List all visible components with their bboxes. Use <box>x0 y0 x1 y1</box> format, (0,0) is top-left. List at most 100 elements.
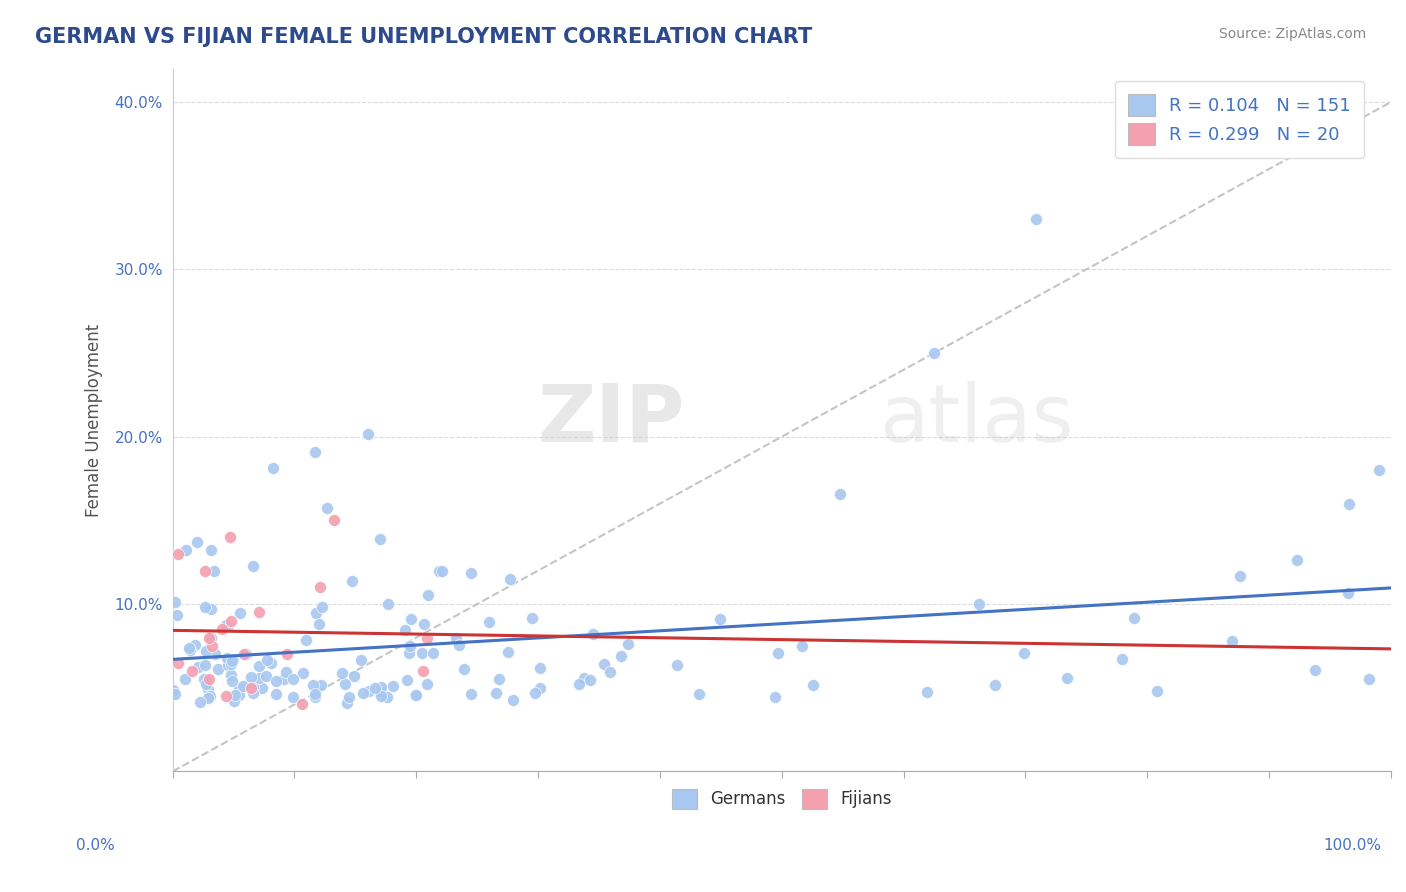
Point <box>174 543 197 558</box>
Point <box>763 690 786 704</box>
Point <box>1025 212 1047 227</box>
Point <box>167 656 190 670</box>
Point <box>266 687 288 701</box>
Point <box>200 632 222 646</box>
Point <box>370 680 392 694</box>
Point <box>405 688 427 702</box>
Point <box>295 633 318 648</box>
Point <box>179 643 201 657</box>
Point <box>337 690 360 704</box>
Point <box>568 677 591 691</box>
Point <box>195 676 218 690</box>
Point <box>1286 553 1309 567</box>
Point <box>254 669 277 683</box>
Point <box>582 627 605 641</box>
Point <box>194 657 217 672</box>
Point <box>165 595 187 609</box>
Point <box>370 684 392 698</box>
Point <box>305 606 328 620</box>
Point <box>228 688 250 702</box>
Point <box>496 645 519 659</box>
Point <box>207 662 229 676</box>
Point <box>197 691 219 706</box>
Point <box>186 535 208 549</box>
Point <box>529 661 551 675</box>
Point <box>416 588 439 602</box>
Point <box>922 346 945 360</box>
Point <box>187 660 209 674</box>
Point <box>304 687 326 701</box>
Point <box>984 678 1007 692</box>
Point <box>444 631 467 645</box>
Point <box>188 695 211 709</box>
Point <box>967 597 990 611</box>
Point <box>1111 651 1133 665</box>
Point <box>404 688 426 702</box>
Point <box>200 602 222 616</box>
Point <box>375 690 398 704</box>
Point <box>239 670 262 684</box>
Point <box>357 684 380 698</box>
Point <box>202 564 225 578</box>
Point <box>165 687 187 701</box>
Point <box>235 647 257 661</box>
Point <box>460 687 482 701</box>
Point <box>1122 611 1144 625</box>
Point <box>478 615 501 629</box>
Point <box>401 612 423 626</box>
Point <box>184 638 207 652</box>
Point <box>309 580 332 594</box>
Point <box>502 693 524 707</box>
Point <box>177 640 200 655</box>
Point <box>214 689 236 703</box>
Point <box>239 681 262 695</box>
Point <box>432 565 454 579</box>
Point <box>688 688 710 702</box>
Point <box>166 607 188 622</box>
Point <box>398 640 420 654</box>
Point <box>412 664 434 678</box>
Point <box>1337 586 1360 600</box>
Point <box>368 532 391 546</box>
Point <box>309 677 332 691</box>
Point <box>1337 497 1360 511</box>
Point <box>1056 671 1078 685</box>
Point <box>247 606 270 620</box>
Point <box>412 616 434 631</box>
Point <box>460 566 482 580</box>
Point <box>221 654 243 668</box>
Text: 100.0%: 100.0% <box>1323 838 1382 853</box>
Point <box>198 689 221 703</box>
Point <box>242 686 264 700</box>
Point <box>291 698 314 712</box>
Point <box>330 665 353 680</box>
Point <box>453 662 475 676</box>
Point <box>194 564 217 578</box>
Point <box>197 682 219 697</box>
Text: GERMAN VS FIJIAN FEMALE UNEMPLOYMENT CORRELATION CHART: GERMAN VS FIJIAN FEMALE UNEMPLOYMENT COR… <box>35 27 813 46</box>
Point <box>167 547 190 561</box>
Point <box>222 653 245 667</box>
Text: 0.0%: 0.0% <box>76 838 115 853</box>
Point <box>181 664 204 678</box>
Point <box>162 683 184 698</box>
Point <box>416 677 439 691</box>
Point <box>766 646 789 660</box>
Point <box>219 668 242 682</box>
Point <box>422 647 444 661</box>
Y-axis label: Female Unemployment: Female Unemployment <box>86 323 103 516</box>
Point <box>350 653 373 667</box>
Point <box>229 606 252 620</box>
Point <box>915 685 938 699</box>
Point <box>174 672 197 686</box>
Point <box>214 618 236 632</box>
Point <box>364 681 387 695</box>
Point <box>411 646 433 660</box>
Point <box>1368 463 1391 477</box>
Point <box>311 599 333 614</box>
Point <box>1012 646 1035 660</box>
Point <box>276 647 298 661</box>
Point <box>304 445 326 459</box>
Point <box>211 622 233 636</box>
Point <box>617 637 640 651</box>
